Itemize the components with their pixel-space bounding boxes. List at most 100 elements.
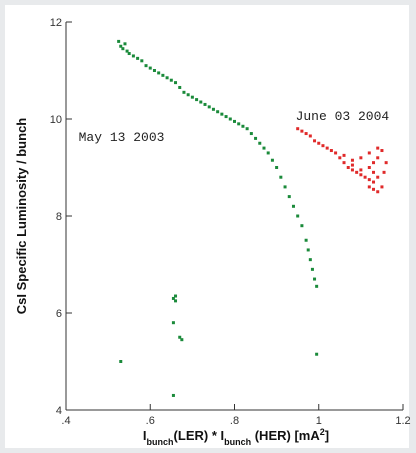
data-point-series-1 — [372, 161, 376, 165]
data-point-series-0 — [228, 117, 232, 121]
annotation-label: May 13 2003 — [79, 130, 165, 145]
data-point-series-0 — [313, 277, 317, 281]
data-point-series-0 — [310, 267, 314, 271]
annotations: May 13 2003 June 03 2004 — [79, 109, 390, 145]
data-point-series-0 — [165, 76, 169, 80]
data-point-series-0 — [171, 393, 175, 397]
data-point-series-0 — [123, 42, 127, 46]
data-point-series-0 — [237, 122, 241, 126]
data-point-series-1 — [384, 161, 388, 165]
y-tick-label: 8 — [56, 211, 62, 223]
data-point-series-1 — [359, 168, 363, 172]
data-point-series-0 — [291, 204, 295, 208]
y-tick-label: 10 — [50, 114, 62, 126]
x-tick-label: .6 — [146, 415, 155, 427]
data-point-series-1 — [329, 149, 333, 153]
data-point-series-0 — [254, 136, 258, 140]
data-point-series-0 — [117, 39, 121, 43]
data-point-series-0 — [131, 54, 135, 58]
data-point-series-1 — [296, 127, 300, 131]
y-axis-title: CsI Specific Luminosity / bunch — [14, 118, 29, 315]
data-point-series-0 — [300, 224, 304, 228]
data-point-series-0 — [249, 132, 253, 136]
x-axis-title-part: (LER) * I — [174, 428, 225, 443]
data-point-series-1 — [304, 132, 308, 136]
data-point-series-0 — [178, 85, 182, 89]
ticks: .4 .6 .8 1 1.2 4 6 8 10 12 — [50, 17, 411, 427]
data-point-series-1 — [313, 139, 317, 143]
data-point-series-0 — [157, 71, 161, 75]
data-point-series-1 — [380, 185, 384, 189]
data-point-series-1 — [346, 166, 350, 169]
data-point-series-1 — [334, 151, 338, 155]
data-point-series-1 — [308, 134, 312, 138]
data-point-series-0 — [245, 127, 249, 131]
annotation-label: June 03 2004 — [296, 109, 390, 124]
x-axis-title-part: ] — [325, 428, 329, 443]
data-point-series-1 — [359, 156, 363, 160]
data-point-series-0 — [306, 248, 310, 252]
data-point-series-0 — [125, 49, 129, 53]
data-point-series-0 — [190, 95, 194, 99]
data-point-series-0 — [186, 93, 190, 97]
data-point-series-1 — [382, 170, 386, 174]
data-point-series-0 — [315, 284, 319, 288]
data-point-series-0 — [283, 185, 287, 189]
data-point-series-1 — [317, 141, 321, 145]
data-point-series-0 — [182, 90, 186, 94]
data-point-series-0 — [195, 98, 199, 102]
data-point-series-0 — [199, 100, 203, 104]
x-axis-title-part: 2 — [320, 427, 325, 437]
y-tick-label: 4 — [56, 405, 62, 417]
data-point-series-1 — [350, 158, 354, 162]
data-point-series-1 — [380, 149, 384, 153]
data-point-series-0 — [140, 59, 144, 63]
data-point-series-1 — [321, 144, 325, 148]
data-point-series-0 — [308, 258, 312, 262]
data-point-series-0 — [315, 352, 319, 356]
data-points — [117, 39, 388, 397]
data-point-series-1 — [338, 156, 342, 160]
data-point-series-0 — [270, 158, 274, 162]
data-point-series-0 — [119, 44, 123, 48]
y-tick-label: 6 — [56, 308, 62, 320]
data-point-series-1 — [325, 146, 329, 150]
x-axis-title-part: (HER) [mA — [251, 428, 320, 443]
data-point-series-1 — [372, 187, 376, 191]
x-tick-label: 1 — [316, 415, 322, 427]
data-point-series-1 — [367, 178, 371, 182]
data-point-series-1 — [367, 151, 371, 155]
data-point-series-0 — [258, 141, 262, 145]
data-point-series-0 — [207, 105, 211, 109]
data-point-series-0 — [287, 195, 291, 199]
x-tick-label: .8 — [230, 415, 239, 427]
x-axis-title-part: bunch — [224, 437, 251, 447]
data-point-series-0 — [174, 299, 178, 303]
data-point-series-0 — [127, 52, 131, 56]
data-point-series-1 — [376, 146, 380, 150]
data-point-series-1 — [359, 173, 363, 177]
data-point-series-1 — [363, 175, 367, 179]
data-point-series-0 — [224, 115, 228, 119]
data-point-series-0 — [216, 110, 220, 114]
data-point-series-0 — [121, 47, 125, 51]
data-point-series-0 — [169, 78, 173, 82]
data-point-series-1 — [300, 129, 304, 133]
data-point-series-0 — [304, 238, 308, 242]
data-point-series-0 — [296, 214, 300, 218]
data-point-series-0 — [136, 56, 140, 60]
x-tick-label: 1.2 — [395, 415, 410, 427]
data-point-series-0 — [171, 321, 175, 325]
data-point-series-0 — [203, 102, 207, 106]
data-point-series-0 — [119, 360, 123, 363]
data-point-series-1 — [355, 170, 359, 174]
data-point-series-0 — [220, 112, 224, 116]
y-tick-label: 12 — [50, 17, 62, 29]
x-tick-label: .4 — [61, 415, 70, 427]
data-point-series-0 — [148, 66, 152, 70]
data-point-series-0 — [241, 124, 245, 128]
data-point-series-0 — [178, 335, 182, 339]
x-axis-title: Ibunch(LER) * Ibunch (HER) [mA2] — [143, 427, 329, 447]
data-point-series-0 — [275, 166, 279, 169]
data-point-series-0 — [266, 151, 270, 155]
